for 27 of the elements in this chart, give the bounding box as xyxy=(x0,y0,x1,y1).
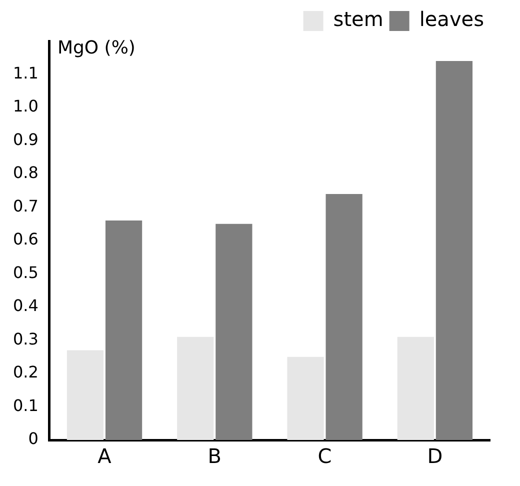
bar xyxy=(436,60,473,440)
y-tick-label: 0.8 xyxy=(12,163,38,182)
y-axis-title: MgO (%) xyxy=(57,38,136,59)
x-tick-label: D xyxy=(427,444,443,468)
y-tick-label: 0.9 xyxy=(12,130,38,149)
y-tick-label: 0.2 xyxy=(12,362,38,382)
bar xyxy=(287,356,324,440)
x-tick-label: B xyxy=(208,444,222,468)
bar xyxy=(326,194,362,440)
y-tick-label: 0.1 xyxy=(12,396,38,415)
y-tick-label: 0.3 xyxy=(12,329,38,348)
y-tick-label: 1.0 xyxy=(12,96,38,116)
legend-label: stem xyxy=(333,7,384,32)
x-tick-label: A xyxy=(98,444,112,468)
y-tick-label: 1.1 xyxy=(12,63,38,82)
bar xyxy=(105,220,142,440)
bar xyxy=(216,224,252,440)
y-tick-label: 0.7 xyxy=(12,196,38,216)
bar xyxy=(66,350,104,440)
legend-label: leaves xyxy=(419,7,484,32)
y-tick-label: 0 xyxy=(28,429,38,448)
bar xyxy=(397,336,434,440)
y-tick-label: 0.5 xyxy=(12,262,38,282)
bar xyxy=(177,336,214,440)
y-tick-label: 0.6 xyxy=(12,230,38,249)
y-tick-label: 0.4 xyxy=(12,296,38,316)
x-tick-label: C xyxy=(318,444,332,468)
